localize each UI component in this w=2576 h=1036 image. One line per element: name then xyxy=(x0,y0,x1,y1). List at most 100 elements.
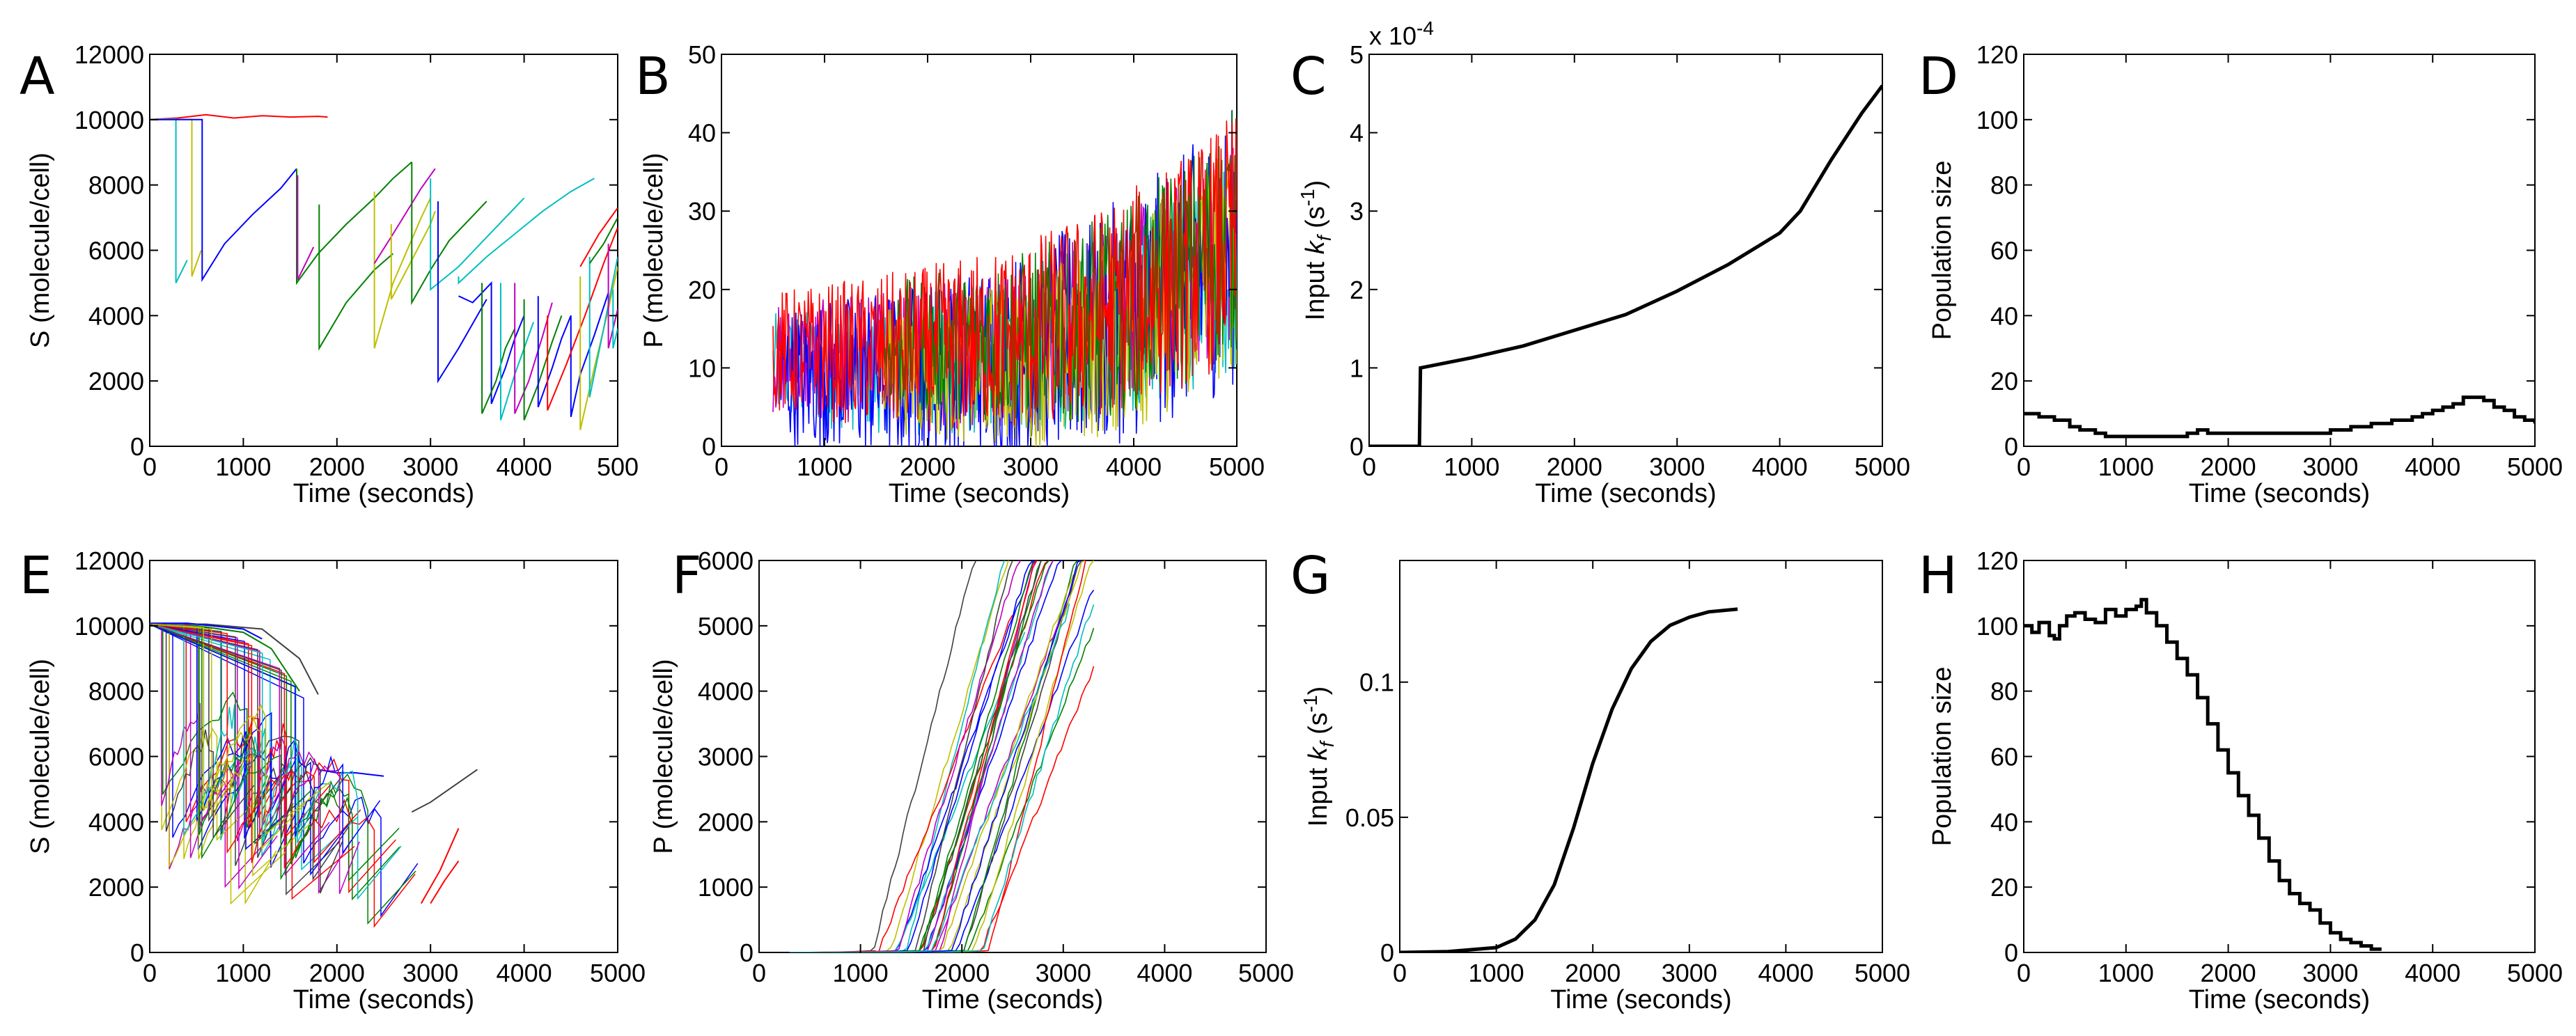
panel-c: C xyxy=(1290,47,1883,447)
xtick-label-a-3: 3000 xyxy=(403,453,458,481)
xtick-label-f-5: 5000 xyxy=(1238,959,1294,987)
fan-line-e-18 xyxy=(150,623,237,826)
rise-line-f-6 xyxy=(789,560,977,952)
fan-line-e-24 xyxy=(150,623,285,840)
xtick-label-d-0: 0 xyxy=(2017,453,2031,481)
xtick-label-h-1: 1000 xyxy=(2098,959,2154,987)
ytick-label-b-3: 30 xyxy=(688,197,716,226)
fan-line-e-32 xyxy=(150,623,352,895)
ytick-label-f-1: 1000 xyxy=(698,873,754,902)
xtick-label-g-3: 3000 xyxy=(1662,959,1717,987)
ytick-label-c-2: 2 xyxy=(1350,276,1364,304)
plot-area-e: 0 1000 2000 3000 4000 5000 0 2000 4000 6000 8000 10… xyxy=(26,547,646,1014)
panel-label-e: E xyxy=(19,546,52,606)
series-line-e-2 xyxy=(150,622,263,640)
panel-label-f: F xyxy=(672,546,702,606)
ytick-label-e-0: 0 xyxy=(130,939,144,967)
panel-label-h: H xyxy=(1919,546,1958,606)
ytick-label-a-4: 8000 xyxy=(88,171,144,200)
ytick-label-c-5: 5 xyxy=(1350,40,1364,69)
xtick-label-d-2: 2000 xyxy=(2201,453,2256,481)
xtick-label-f-2: 2000 xyxy=(934,959,990,987)
axes-frame-d xyxy=(2023,54,2536,447)
xtick-label-c-1: 1000 xyxy=(1444,453,1499,481)
ytick-label-f-3: 3000 xyxy=(698,743,754,771)
xtick-label-c-0: 0 xyxy=(1362,453,1376,481)
ytick-label-c-1: 1 xyxy=(1350,354,1364,382)
panel-label-d: D xyxy=(1919,47,1958,107)
ylabel-g: Input kf (s-1) xyxy=(1299,686,1338,827)
xtick-label-h-3: 3000 xyxy=(2302,959,2358,987)
ytick-label-f-2: 2000 xyxy=(698,808,754,836)
fan-line-e-27 xyxy=(150,623,350,881)
xlabel-g: Time (seconds) xyxy=(1550,985,1731,1014)
ytick-label-f-4: 4000 xyxy=(698,677,754,706)
series-line-e-4 xyxy=(318,769,384,777)
ytick-label-d-3: 60 xyxy=(1990,237,2018,265)
xtick-label-a-0: 0 xyxy=(143,453,157,481)
rise-line-f-24 xyxy=(789,604,1095,952)
series-group-h xyxy=(2024,597,2382,951)
axes-frame-h xyxy=(2023,560,2536,953)
series-group-b xyxy=(772,109,1237,446)
fan-line-e-5 xyxy=(150,623,277,905)
panel-label-a: A xyxy=(19,47,55,107)
series-line-a-0 xyxy=(150,113,328,120)
plot-area-h: 0 1000 2000 3000 4000 5000 0 20 40 60 80 100 120 Time… xyxy=(1928,547,2563,1014)
ytick-label-e-5: 10000 xyxy=(75,612,144,641)
xtick-label-h-4: 4000 xyxy=(2405,959,2460,987)
ytick-label-h-3: 60 xyxy=(1990,743,2018,771)
xtick-label-h-0: 0 xyxy=(2017,959,2031,987)
fan-line-e-31 xyxy=(150,623,402,900)
rise-line-f-25 xyxy=(789,560,1022,952)
xtick-label-c-5: 5000 xyxy=(1855,453,1910,481)
ylabel-h: Population size xyxy=(1928,667,1957,847)
rise-line-f-20 xyxy=(789,560,1045,952)
rise-line-f-28 xyxy=(789,560,1082,952)
series-line-h-0 xyxy=(2024,597,2382,951)
noise-line-b-5 xyxy=(772,118,1237,432)
series-line-a-25 xyxy=(607,244,618,349)
ytick-label-d-4: 80 xyxy=(1990,171,2018,200)
ytick-label-h-6: 120 xyxy=(1976,547,2018,575)
fan-line-e-29 xyxy=(150,623,311,845)
series-line-a-11 xyxy=(430,178,525,291)
xtick-label-b-2: 2000 xyxy=(900,453,955,481)
series-group-e xyxy=(150,622,478,928)
xtick-label-a-2: 2000 xyxy=(309,453,365,481)
xlabel-h: Time (seconds) xyxy=(2189,985,2370,1014)
xtick-label-f-0: 0 xyxy=(752,959,766,987)
series-line-a-23 xyxy=(579,207,618,267)
series-line-a-24 xyxy=(588,217,618,264)
fan-line-e-26 xyxy=(150,623,311,877)
xlabel-a: Time (seconds) xyxy=(293,479,474,508)
rise-line-f-10 xyxy=(789,560,1006,952)
series-line-a-12 xyxy=(437,201,487,384)
rise-line-f-3 xyxy=(789,560,1054,952)
ytick-label-f-6: 6000 xyxy=(698,547,754,575)
ytick-label-h-0: 0 xyxy=(2004,939,2018,967)
xtick-label-e-1: 1000 xyxy=(215,959,271,987)
series-line-a-1 xyxy=(150,118,188,283)
axes-frame-g xyxy=(1399,560,1883,953)
series-line-a-6 xyxy=(318,204,394,351)
series-line-a-21 xyxy=(579,266,618,430)
panel-label-g: G xyxy=(1290,546,1330,606)
ytick-label-d-2: 40 xyxy=(1990,301,2018,330)
series-line-a-16 xyxy=(500,283,534,421)
plot-area-g: 0 1000 2000 3000 4000 5000 0 0.05 0.1 Time (secon… xyxy=(1299,560,1910,1014)
series-line-a-3 xyxy=(150,118,297,283)
ytick-label-b-1: 10 xyxy=(688,354,716,382)
series-line-a-18 xyxy=(523,299,563,421)
xtick-label-h-5: 5000 xyxy=(2507,959,2563,987)
series-line-a-5 xyxy=(297,175,315,281)
ytick-label-a-5: 10000 xyxy=(75,106,144,134)
fan-line-e-14 xyxy=(150,623,296,868)
fan-line-e-6 xyxy=(150,623,288,835)
xtick-label-d-3: 3000 xyxy=(2302,453,2358,481)
ytick-label-a-3: 6000 xyxy=(88,237,144,265)
series-line-e-0 xyxy=(150,623,319,695)
xlabel-c: Time (seconds) xyxy=(1535,479,1716,508)
plot-area-f: 0 1000 2000 3000 4000 5000 0 1000 2000 3000 4000 50… xyxy=(649,547,1294,1014)
